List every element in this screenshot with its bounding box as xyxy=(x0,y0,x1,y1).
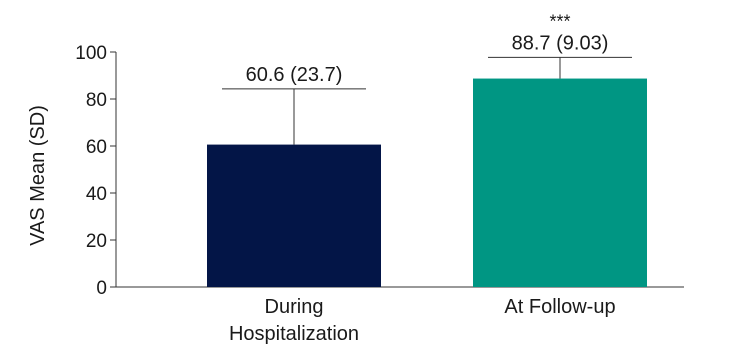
y-tick-label: 20 xyxy=(86,231,107,252)
bars xyxy=(207,78,647,288)
x-categories: During Hospitalization At Follow-up xyxy=(229,296,616,345)
significance-marker: *** xyxy=(549,11,570,31)
x-category-label: At Follow-up xyxy=(504,296,615,318)
x-category-label: Hospitalization xyxy=(229,323,359,345)
y-tick-label: 40 xyxy=(86,184,107,205)
bar xyxy=(207,144,381,287)
y-ticks: 0 20 40 60 80 100 xyxy=(75,43,116,299)
data-label: 60.6 (23.7) xyxy=(246,64,343,86)
y-tick-label: 100 xyxy=(75,43,107,64)
y-tick-label: 80 xyxy=(86,90,107,111)
y-axis-label: VAS Mean (SD) xyxy=(27,105,49,246)
bar xyxy=(473,78,647,288)
data-labels: 60.6 (23.7) 88.7 (9.03)*** xyxy=(246,11,609,86)
y-tick-label: 60 xyxy=(86,137,107,158)
y-tick-label: 0 xyxy=(96,278,107,299)
x-category-label: During xyxy=(265,296,324,318)
data-label: 88.7 (9.03) xyxy=(512,32,609,54)
error-bars xyxy=(222,56,632,145)
